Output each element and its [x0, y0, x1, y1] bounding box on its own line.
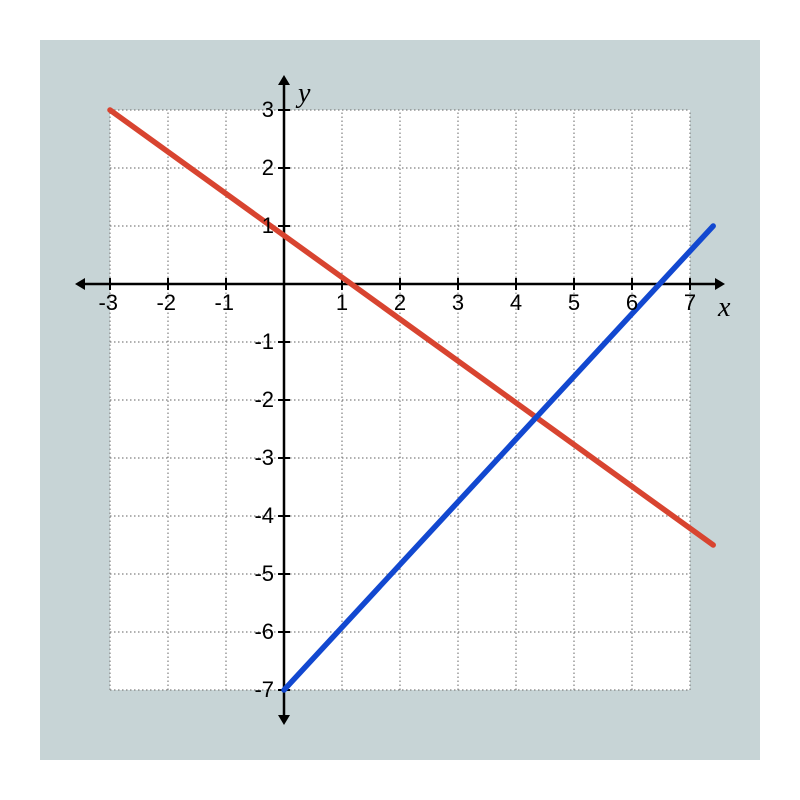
y-tick-label: 3	[262, 97, 274, 122]
y-tick-label: -2	[254, 387, 274, 412]
x-tick-label: 3	[452, 290, 464, 315]
x-tick-label: 4	[510, 290, 522, 315]
x-axis-label: x	[717, 292, 731, 323]
x-tick-label: -2	[156, 290, 176, 315]
y-tick-label: -7	[254, 677, 274, 702]
y-tick-label: -3	[254, 445, 274, 470]
x-tick-label: 5	[568, 290, 580, 315]
y-tick-label: 1	[262, 213, 274, 238]
x-tick-label: 2	[394, 290, 406, 315]
y-tick-label: -4	[254, 503, 274, 528]
chart-container: -3 -2 -1 1 2 3 4 5 6 7 -7 -6 -5 -4 -3 -2 -1 1 2 3 x y	[40, 40, 760, 760]
line-chart: -3 -2 -1 1 2 3 4 5 6 7 -7 -6 -5 -4 -3 -2 -1 1 2 3 x y	[40, 40, 760, 760]
y-tick-label: -6	[254, 619, 274, 644]
x-tick-label: 1	[336, 290, 348, 315]
x-tick-label: -3	[98, 290, 118, 315]
x-tick-label: -1	[214, 290, 234, 315]
y-tick-label: -1	[254, 329, 274, 354]
y-tick-label: 2	[262, 155, 274, 180]
y-axis-label: y	[295, 78, 311, 109]
x-tick-label: 6	[626, 290, 638, 315]
y-tick-label: -5	[254, 561, 274, 586]
x-tick-label: 7	[684, 290, 696, 315]
